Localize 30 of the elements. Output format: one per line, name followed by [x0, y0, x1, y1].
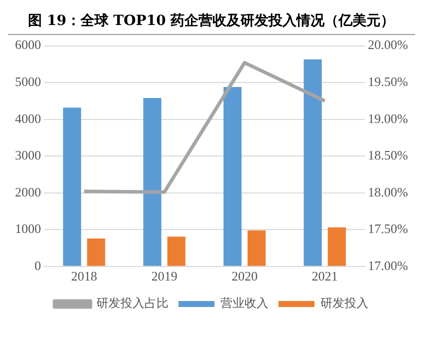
y2-tick-label: 19.50%	[368, 74, 408, 89]
y-tick-label: 1000	[15, 221, 41, 236]
bar	[167, 236, 186, 266]
y-tick-label: 5000	[15, 74, 41, 89]
y-tick-label: 6000	[15, 37, 41, 52]
y-tick-label: 2000	[15, 184, 41, 200]
y2-tick-label: 19.00%	[368, 110, 408, 126]
y-tick-label: 4000	[15, 110, 41, 126]
y2-tick-label: 18.50%	[368, 148, 408, 163]
y2-tick-label: 20.00%	[368, 37, 408, 52]
legend-label: 研发投入	[320, 296, 368, 310]
y2-tick-label: 17.00%	[368, 258, 408, 273]
y2-tick-label: 18.00%	[368, 184, 408, 200]
legend-label: 营业收入	[220, 296, 268, 310]
y-tick-label: 3000	[15, 148, 41, 163]
bar	[87, 238, 106, 266]
x-tick-label: 2021	[312, 268, 338, 284]
x-tick-label: 2018	[71, 268, 98, 284]
bar	[224, 86, 242, 266]
legend-label: 研发投入占比	[96, 296, 168, 310]
bar	[328, 227, 346, 266]
y-tick-label: 0	[34, 258, 41, 273]
x-tick-label: 2019	[151, 268, 178, 284]
bar	[304, 59, 322, 266]
bar	[63, 108, 82, 266]
bar	[143, 98, 162, 266]
bar	[248, 230, 266, 266]
y2-tick-label: 17.50%	[368, 221, 408, 236]
x-tick-label: 2020	[232, 268, 258, 284]
chart-title: 图 19：全球 TOP10 药企营收及研发投入情况（亿美元）	[8, 8, 415, 35]
